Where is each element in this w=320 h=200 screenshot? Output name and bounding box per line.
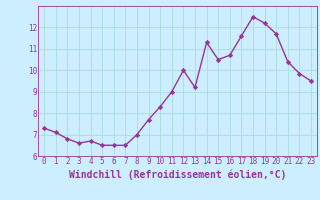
X-axis label: Windchill (Refroidissement éolien,°C): Windchill (Refroidissement éolien,°C) (69, 169, 286, 180)
